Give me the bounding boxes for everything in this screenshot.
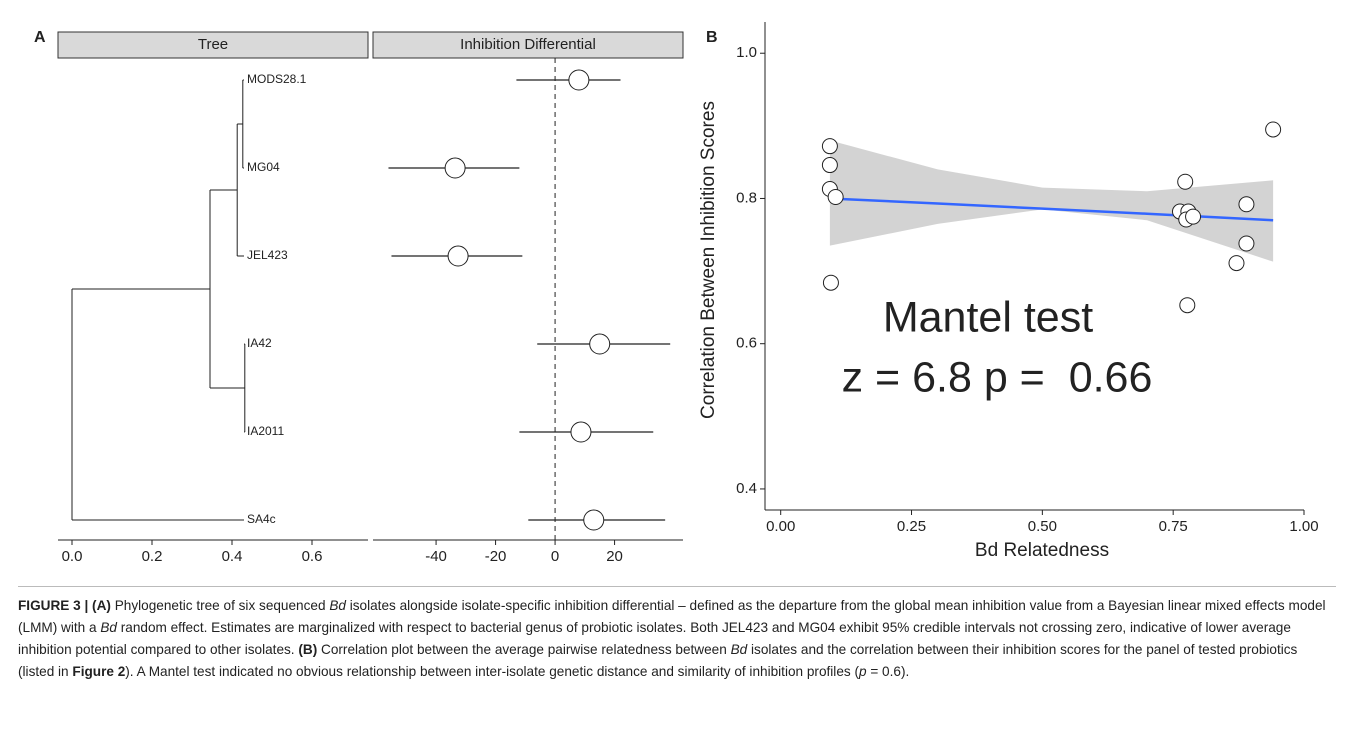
caption: FIGURE 3 | (A) Phylogenetic tree of six … [18, 586, 1336, 683]
y-tick-label: 0.6 [736, 335, 757, 352]
x-tick-label: 0.2 [142, 548, 163, 565]
strip-label: Inhibition Differential [460, 36, 596, 53]
annotation: Mantel test [883, 293, 1093, 341]
tip-label: MG04 [247, 160, 280, 174]
point [1265, 121, 1282, 138]
x-tick-label: 1.00 [1289, 518, 1318, 535]
x-tick-label: 0.75 [1159, 518, 1188, 535]
tip-label: IA2011 [247, 424, 284, 438]
point [1238, 196, 1255, 213]
confidence-band [829, 140, 1274, 262]
estimate [444, 157, 466, 179]
point [822, 274, 839, 291]
y-tick-label: 0.8 [736, 189, 757, 206]
y-axis-label: Correlation Between Inhibition Scores [698, 101, 719, 419]
estimate [568, 69, 590, 91]
point [1228, 255, 1245, 272]
point [1238, 235, 1255, 252]
x-tick-label: 0 [551, 548, 559, 565]
point [827, 189, 844, 206]
estimate [589, 333, 611, 355]
panel-letter: A [34, 29, 46, 46]
point [1179, 297, 1196, 314]
point [821, 157, 838, 174]
tip-label: IA42 [247, 336, 272, 350]
x-tick-label: 0.0 [62, 548, 83, 565]
caption-run: FIGURE 3 | (A) [18, 598, 111, 613]
strip [57, 31, 369, 59]
caption-run: Correlation plot between the average pai… [317, 642, 731, 657]
x-axis-label: Bd Relatedness [975, 540, 1109, 561]
point [1185, 208, 1202, 225]
panel-letter: B [706, 29, 718, 46]
caption-run: isolates and the correlation between the… [18, 642, 1298, 679]
y-tick-label: 1.0 [736, 44, 757, 61]
x-tick-label: 0.4 [222, 548, 243, 565]
point [1177, 173, 1194, 190]
caption-run: Bd [730, 642, 748, 657]
x-tick-label: 0.25 [897, 518, 926, 535]
x-tick-label: -20 [485, 548, 507, 565]
x-tick-label: 0.6 [302, 548, 323, 565]
tip-label: MODS28.1 [247, 72, 307, 86]
strip-label: Tree [198, 36, 228, 53]
tip-label: JEL423 [247, 248, 288, 262]
caption-run: Bd [329, 598, 346, 613]
caption-run: isolates alongside isolate-specific inhi… [18, 598, 1326, 635]
caption-run: = 0.6). [866, 664, 910, 679]
caption-run: Bd [100, 620, 117, 635]
caption-run: Phylogenetic tree of six sequenced [110, 598, 330, 613]
estimate [447, 245, 469, 267]
x-tick-label: -40 [425, 548, 447, 565]
caption-run: Figure 2 [72, 664, 126, 679]
strip [372, 31, 684, 59]
caption-run: ). A Mantel test indicated no obvious re… [125, 664, 859, 679]
tip-label: SA4c [247, 512, 276, 526]
estimate [570, 421, 592, 443]
x-tick-label: 20 [606, 548, 623, 565]
estimate [583, 509, 605, 531]
annotation: z = 6.8 p = 0.66 [842, 353, 1153, 401]
figure: A Tree MODS28.1 MG04 JEL423 IA42 IA2011 SA4c 0.0… [34, 22, 1319, 565]
point [821, 138, 838, 155]
x-tick-label: 0.00 [766, 518, 795, 535]
caption-run: random effect. Estimates are marginalize… [18, 620, 1291, 657]
y-tick-label: 0.4 [736, 480, 757, 497]
x-tick-label: 0.50 [1028, 518, 1057, 535]
caption-run: (B) [298, 642, 318, 657]
caption-run: p [859, 664, 867, 679]
